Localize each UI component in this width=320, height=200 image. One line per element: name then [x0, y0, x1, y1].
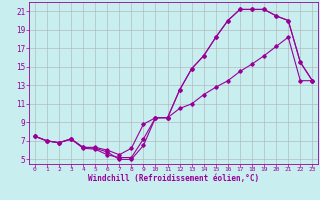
X-axis label: Windchill (Refroidissement éolien,°C): Windchill (Refroidissement éolien,°C)	[88, 174, 259, 183]
